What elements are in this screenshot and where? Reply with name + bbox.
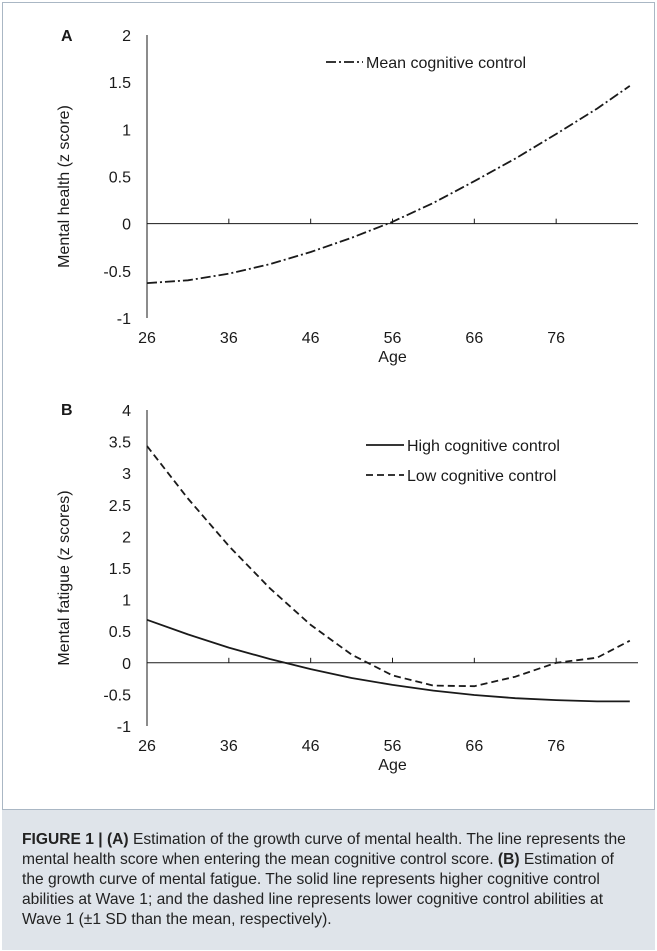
panel-a-x-tick-label: 46 xyxy=(302,330,320,347)
panel-b-series-line-2 xyxy=(146,445,631,688)
caption-part-b-text: Estimation of the growth curve of mental… xyxy=(22,851,615,928)
panel-b-legend-label-1: High cognitive control xyxy=(407,438,560,455)
panel-a-y-tick-label: 2 xyxy=(122,28,131,45)
caption-figure-label: FIGURE 1 | xyxy=(22,831,107,848)
panel-b-x-tick-label: 26 xyxy=(138,738,156,755)
panel-a-x-tick-label: 76 xyxy=(547,330,565,347)
panel-b-x-label: Age xyxy=(378,757,407,774)
caption-part-a-text: Estimation of the growth curve of mental… xyxy=(22,831,626,868)
panel-b-y-tick-label: 3.5 xyxy=(109,435,131,452)
panel-b-label: B xyxy=(61,402,73,419)
chart-figure: A 2 1.5 1 0.5 0 -0.5 -1 26 36 46 56 66 76 Age Mental he… xyxy=(56,28,638,774)
panel-a-x-tick-label: 26 xyxy=(138,330,156,347)
panel-b-y-tick-label: 2 xyxy=(122,529,131,546)
panel-b-x-tick-label: 46 xyxy=(302,738,320,755)
caption-part-a-label: (A) xyxy=(106,831,129,848)
panel-a-y-tick-label: 0.5 xyxy=(109,170,131,187)
panel-b-x-tick-label: 56 xyxy=(384,738,402,755)
panel-a-x-tick-label: 56 xyxy=(384,330,402,347)
panel-b-y-tick-label: 0 xyxy=(122,656,131,673)
panel-b-y-tick-label: 1 xyxy=(122,593,131,610)
panel-b-y-tick-label: -1 xyxy=(117,719,131,736)
panel-b-y-tick-label: 4 xyxy=(122,403,131,420)
panel-b-x-tick-label: 36 xyxy=(220,738,238,755)
panel-b-y-tick-label: -0.5 xyxy=(103,687,131,704)
panel-a-legend-label-1: Mean cognitive control xyxy=(366,55,526,72)
panel-a-y-tick-label: 0 xyxy=(122,217,131,234)
panel-a-label: A xyxy=(61,28,73,45)
figure-caption: FIGURE 1 | (A) Estimation of the growth … xyxy=(22,830,635,930)
panel-a-y-label: Mental health (z score) xyxy=(56,105,73,268)
panel-b-x-tick-label: 76 xyxy=(547,738,565,755)
panel-a-y-tick-label: 1.5 xyxy=(109,75,131,92)
panel-b-series-line-1 xyxy=(146,618,630,703)
panel-a-y-tick-label: -1 xyxy=(117,311,131,328)
panel-a-y-tick-label: -0.5 xyxy=(103,264,131,281)
panel-b-legend-label-2: Low cognitive control xyxy=(407,468,556,485)
panel-b-y-tick-label: 2.5 xyxy=(109,498,131,515)
panel-a-x-tick-label: 36 xyxy=(220,330,238,347)
panel-a-series-line-1 xyxy=(146,85,631,284)
panel-b-y-label: Mental fatigue (z scores) xyxy=(56,490,73,665)
figure-frame: A 2 1.5 1 0.5 0 -0.5 -1 26 36 46 56 66 76 Age Mental he… xyxy=(2,2,655,810)
panel-b-y-tick-label: 1.5 xyxy=(109,561,131,578)
panel-b-y-tick-label: 3 xyxy=(122,466,131,483)
panel-a-x-label: Age xyxy=(378,349,407,366)
caption-part-b-label: (B) xyxy=(497,851,520,868)
figure-caption-box: FIGURE 1 | (A) Estimation of the growth … xyxy=(2,810,655,950)
panel-a-x-tick-label: 66 xyxy=(465,330,483,347)
panel-a-y-tick-label: 1 xyxy=(122,122,131,139)
panel-b-y-tick-label: 0.5 xyxy=(109,624,131,641)
panel-b-x-tick-label: 66 xyxy=(465,738,483,755)
